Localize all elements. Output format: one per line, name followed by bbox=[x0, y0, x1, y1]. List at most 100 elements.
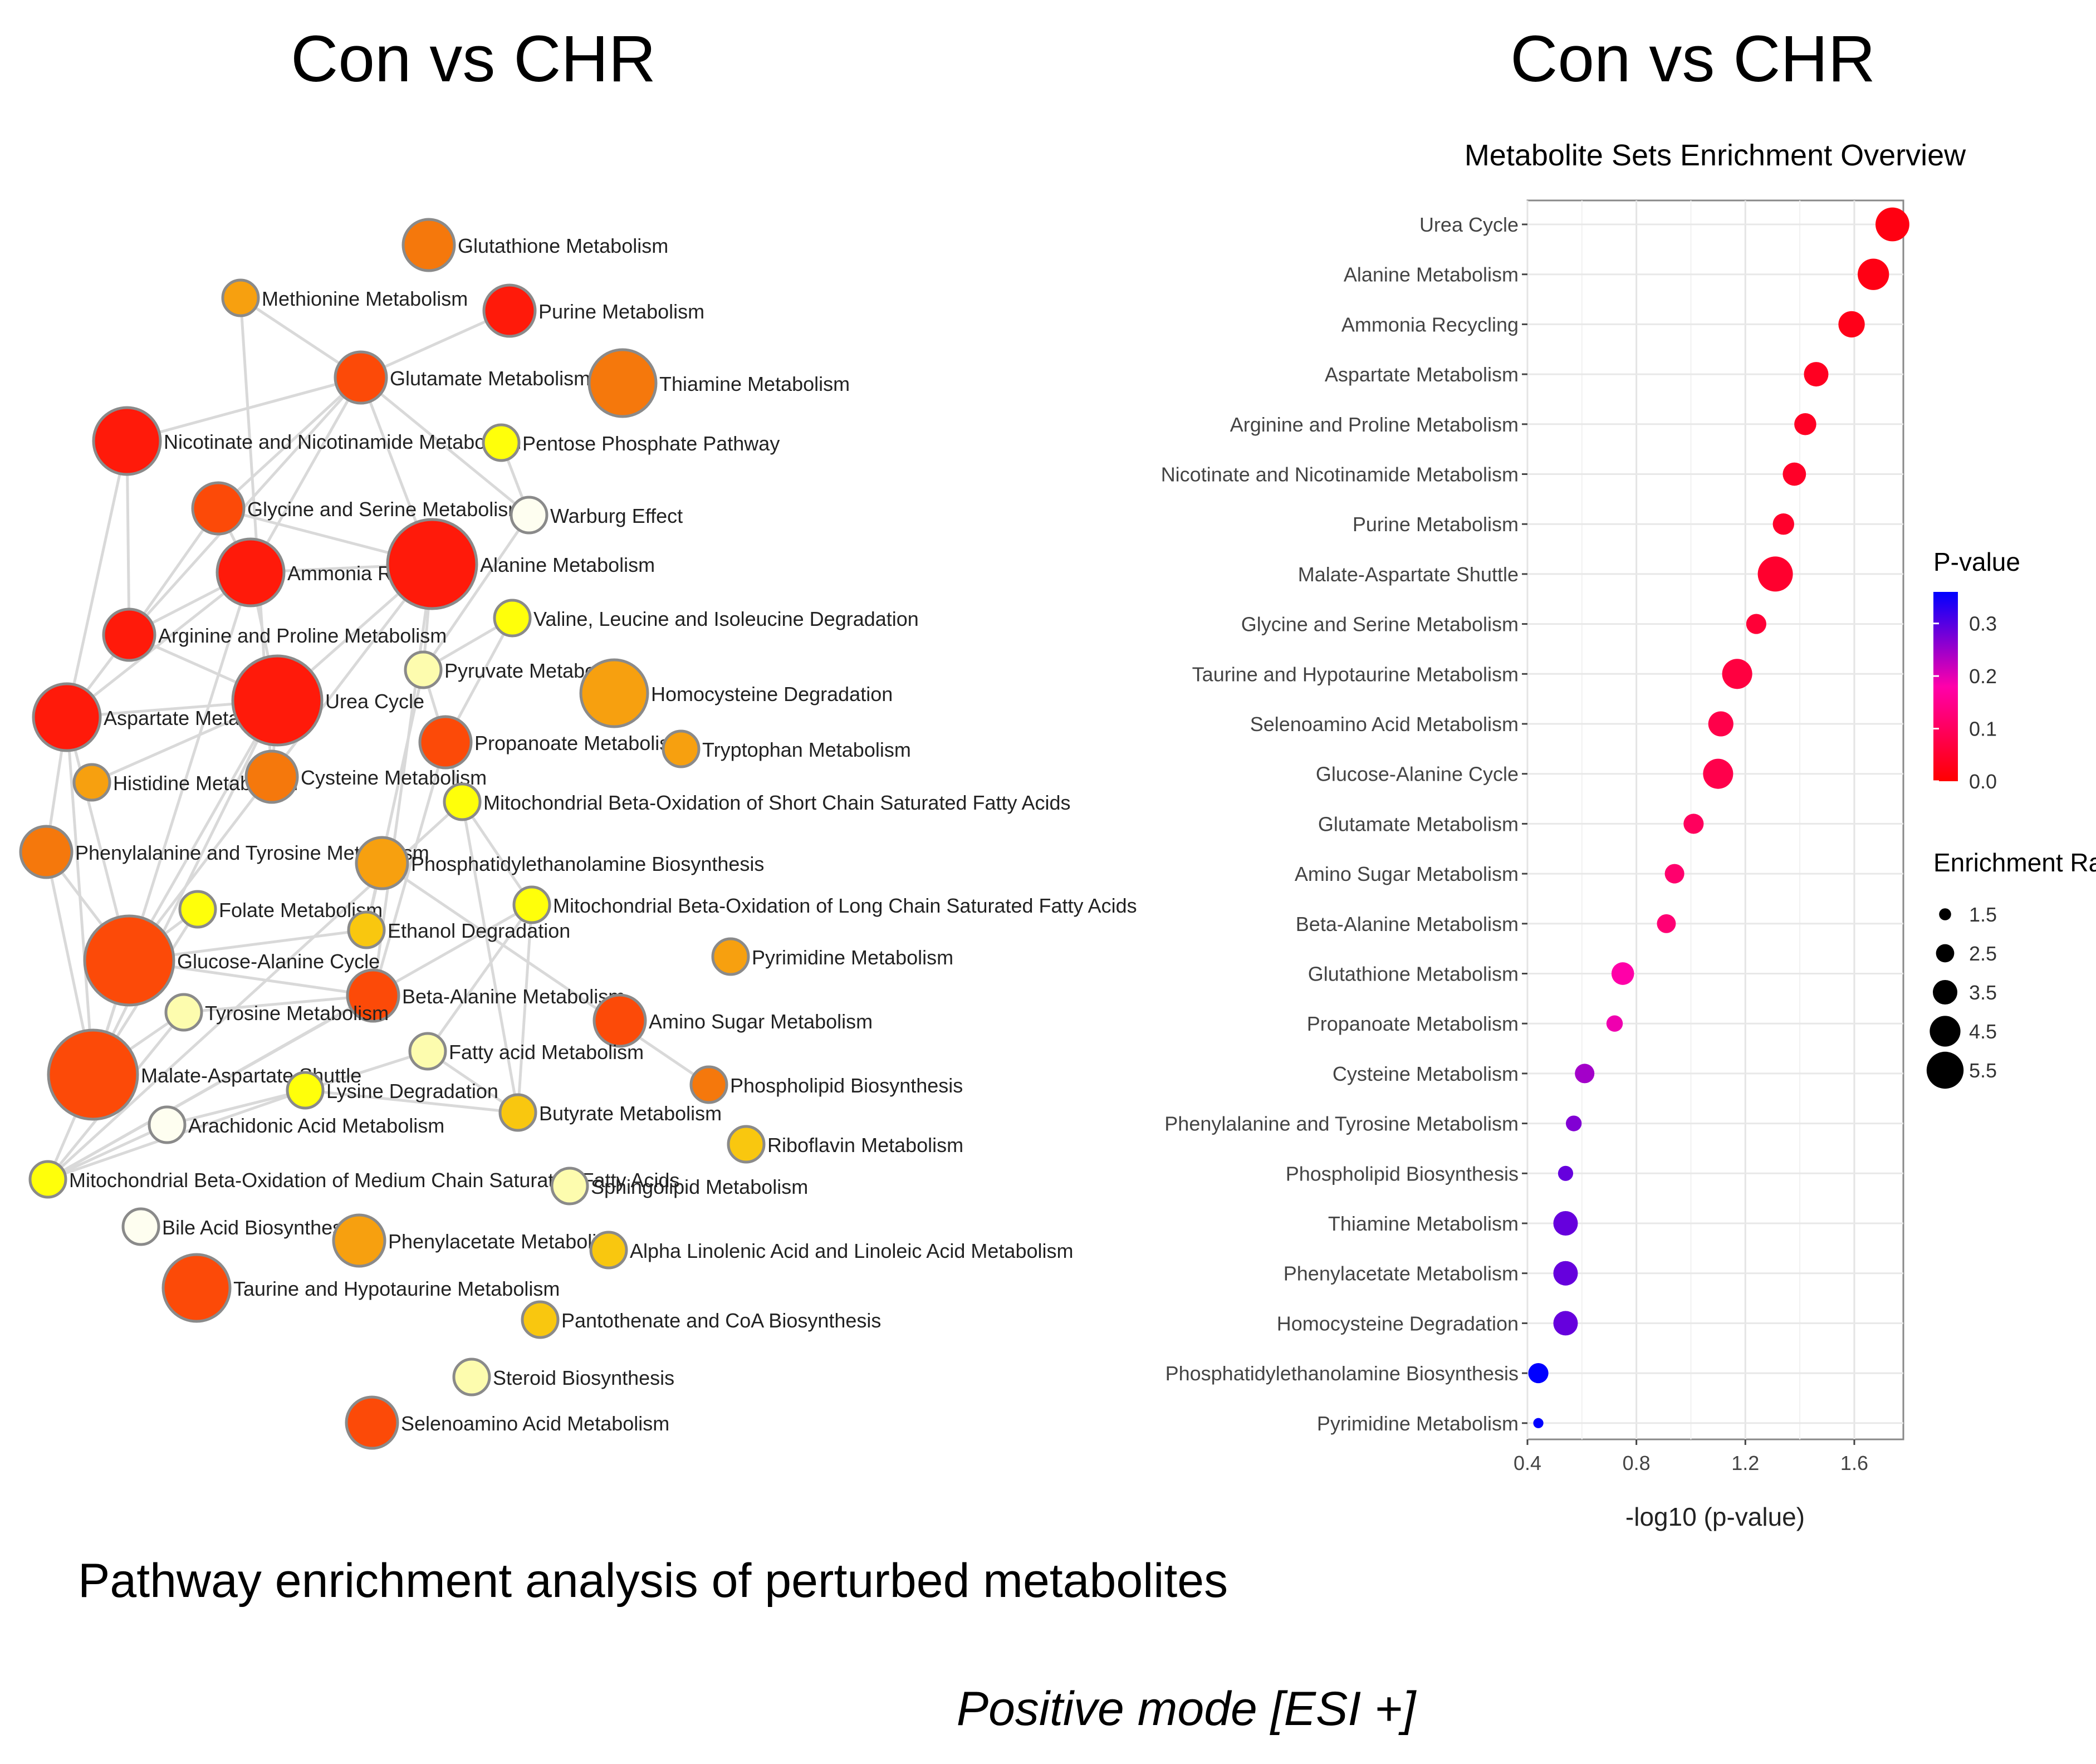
enrichment-ratio-legend-label: 1.5 bbox=[1969, 903, 1997, 926]
network-node-amino-sugar-metabolism: Amino Sugar Metabolism bbox=[592, 993, 873, 1048]
y-tick-label-phenylacetate-metabolism: Phenylacetate Metabolism bbox=[1284, 1262, 1519, 1285]
network-node-label: Sphingolipid Metabolism bbox=[591, 1175, 808, 1198]
network-node-methionine-metabolism: Methionine Metabolism bbox=[221, 278, 468, 317]
y-tick-label-ammonia-recycling: Ammonia Recycling bbox=[1341, 313, 1519, 336]
enrichment-ratio-legend-label: 2.5 bbox=[1969, 942, 1997, 965]
network-node-circle bbox=[244, 749, 299, 804]
network-node-warburg-effect: Warburg Effect bbox=[510, 496, 683, 535]
network-edge-purine-glutamate bbox=[360, 309, 511, 379]
network-node-arachidonic-acid-metabolism: Arachidonic Acid Metabolism bbox=[148, 1105, 444, 1144]
plot-panel bbox=[1526, 199, 1904, 1440]
point-phospholipid-biosynthesis bbox=[1558, 1165, 1574, 1181]
network-node-taurine-and-hypotaurine-metabolism: Taurine and Hypotaurine Metabolism bbox=[161, 1253, 560, 1323]
y-tick-label-phosphatidylethanolamine-biosynthesis: Phosphatidylethanolamine Biosynthesis bbox=[1165, 1362, 1519, 1385]
y-tick-label-aspartate-metabolism: Aspartate Metabolism bbox=[1325, 363, 1519, 386]
network-edge-phosphatidyl-phospholipid bbox=[381, 861, 710, 1086]
enrichment-ratio-legend-title: Enrichment Ratio bbox=[1933, 848, 2096, 877]
y-tick-label-arginine-and-proline-metabolism: Arginine and Proline Metabolism bbox=[1230, 413, 1519, 436]
pvalue-legend-label: 0.0 bbox=[1969, 770, 1997, 793]
network-node-arginine-and-proline-metabolism: Arginine and Proline Metabolism bbox=[102, 607, 447, 662]
network-node-label: Homocysteine Degradation bbox=[651, 683, 893, 705]
network-node-circle bbox=[47, 1028, 139, 1121]
network-node-label: Taurine and Hypotaurine Metabolism bbox=[233, 1277, 560, 1300]
network-node-circle bbox=[498, 1093, 537, 1132]
y-tick-label-selenoamino-acid-metabolism: Selenoamino Acid Metabolism bbox=[1250, 713, 1519, 736]
network-node-glucose-alanine-cycle: Glucose-Alanine Cycle bbox=[83, 914, 380, 1007]
network-node-label: Purine Metabolism bbox=[538, 300, 704, 323]
network-node-circle bbox=[386, 518, 478, 610]
network-edge-mito_short-mito_long bbox=[461, 801, 533, 906]
y-tick-label-beta-alanine-metabolism: Beta-Alanine Metabolism bbox=[1296, 913, 1519, 935]
network-node-purine-metabolism: Purine Metabolism bbox=[482, 283, 704, 338]
network-node-label: Arginine and Proline Metabolism bbox=[158, 624, 447, 647]
network-node-circle bbox=[521, 1300, 560, 1339]
y-tick-label-phenylalanine-and-tyrosine-metabolism: Phenylalanine and Tyrosine Metabolism bbox=[1164, 1113, 1519, 1135]
point-glycine-and-serine-metabolism bbox=[1746, 614, 1766, 634]
network-node-sphingolipid-metabolism: Sphingolipid Metabolism bbox=[550, 1167, 808, 1206]
network-edge-propanoate-beta_alanine bbox=[371, 742, 447, 996]
network-node-circle bbox=[482, 283, 537, 338]
network-node-circle bbox=[346, 968, 400, 1023]
network-node-label: Mitochondrial Beta-Oxidation of Long Cha… bbox=[553, 894, 1137, 917]
network-node-circle bbox=[178, 890, 217, 929]
y-tick-label-glutathione-metabolism: Glutathione Metabolism bbox=[1308, 963, 1519, 986]
pvalue-legend-label: 0.2 bbox=[1969, 665, 1997, 688]
network-edge-glutamate-warburg bbox=[360, 376, 530, 516]
point-malate-aspartate-shuttle bbox=[1757, 556, 1793, 592]
network-node-label: Pantothenate and CoA Biosynthesis bbox=[561, 1309, 881, 1332]
y-tick-label-thiamine-metabolism: Thiamine Metabolism bbox=[1328, 1212, 1519, 1235]
point-thiamine-metabolism bbox=[1553, 1211, 1578, 1236]
network-node-label: Glucose-Alanine Cycle bbox=[177, 950, 380, 973]
point-alanine-metabolism bbox=[1858, 258, 1889, 290]
x-tick-label: 1.2 bbox=[1731, 1452, 1759, 1474]
point-urea-cycle bbox=[1875, 207, 1909, 242]
network-node-phosphatidylethanolamine-biosynthesis: Phosphatidylethanolamine Biosynthesis bbox=[355, 836, 764, 890]
network-node-valine-leucine-and-isoleucine-degradation: Valine, Leucine and Isoleucine Degradati… bbox=[493, 599, 919, 638]
network-node-label: Tryptophan Metabolism bbox=[702, 738, 911, 761]
network-node-malate-aspartate-shuttle: Malate-Aspartate Shuttle bbox=[47, 1028, 361, 1121]
point-propanoate-metabolism bbox=[1606, 1015, 1623, 1032]
network-node-circle bbox=[231, 654, 324, 747]
y-tick-label-nicotinate-and-nicotinamide-metabolism: Nicotinate and Nicotinamide Metabolism bbox=[1161, 463, 1519, 486]
network-node-circle bbox=[401, 218, 456, 272]
network-edge-glutamate-nicotinate bbox=[126, 376, 361, 443]
y-tick-label-propanoate-metabolism: Propanoate Metabolism bbox=[1307, 1012, 1519, 1035]
point-phosphatidylethanolamine-biosynthesis bbox=[1528, 1363, 1549, 1384]
network-edge-urea-malate bbox=[91, 699, 279, 1076]
network-node-phenylacetate-metabolism: Phenylacetate Metabolism bbox=[332, 1213, 623, 1268]
network-node-circle bbox=[148, 1105, 187, 1144]
network-node-ethanol-degradation: Ethanol Degradation bbox=[347, 910, 570, 949]
network-node-label: Selenoamino Acid Metabolism bbox=[401, 1412, 669, 1435]
network-node-label: Glutathione Metabolism bbox=[458, 234, 668, 257]
network-node-circle bbox=[72, 763, 111, 802]
network-node-circle bbox=[711, 937, 750, 976]
network-node-circle bbox=[161, 1253, 232, 1323]
network-node-glutamate-metabolism: Glutamate Metabolism bbox=[334, 350, 590, 405]
y-tick-label-amino-sugar-metabolism: Amino Sugar Metabolism bbox=[1295, 863, 1519, 885]
network-node-label: Amino Sugar Metabolism bbox=[649, 1010, 873, 1033]
network-node-circle bbox=[452, 1358, 491, 1396]
pvalue-colorbar bbox=[1933, 592, 1958, 781]
pvalue-legend-title: P-value bbox=[1933, 547, 2020, 576]
network-node-circle bbox=[512, 885, 551, 924]
network-node-circle bbox=[347, 910, 386, 949]
point-arginine-and-proline-metabolism bbox=[1794, 413, 1816, 435]
network-node-alpha-linolenic-acid-and-linoleic-acid-metabolism: Alpha Linolenic Acid and Linoleic Acid M… bbox=[589, 1231, 1073, 1270]
point-glucose-alanine-cycle bbox=[1703, 758, 1733, 789]
network-node-label: Methionine Metabolism bbox=[262, 287, 468, 310]
y-tick-label-glucose-alanine-cycle: Glucose-Alanine Cycle bbox=[1316, 763, 1519, 786]
network-node-phospholipid-biosynthesis: Phospholipid Biosynthesis bbox=[689, 1065, 963, 1104]
y-tick-label-malate-aspartate-shuttle: Malate-Aspartate Shuttle bbox=[1298, 563, 1519, 586]
point-phenylacetate-metabolism bbox=[1553, 1261, 1578, 1286]
point-beta-alanine-metabolism bbox=[1657, 914, 1676, 933]
x-tick-label: 0.8 bbox=[1623, 1452, 1651, 1474]
network-title: Con vs CHR bbox=[291, 22, 656, 96]
network-node-circle bbox=[689, 1065, 728, 1104]
network-node-circle bbox=[482, 423, 521, 462]
network-node-tryptophan-metabolism: Tryptophan Metabolism bbox=[662, 729, 911, 768]
network-node-label: Warburg Effect bbox=[550, 504, 683, 527]
network-node-label: Malate-Aspartate Shuttle bbox=[141, 1064, 361, 1087]
network-node-label: Riboflavin Metabolism bbox=[767, 1134, 963, 1157]
network-node-circle bbox=[83, 914, 175, 1007]
network-node-tyrosine-metabolism: Tyrosine Metabolism bbox=[164, 993, 389, 1032]
